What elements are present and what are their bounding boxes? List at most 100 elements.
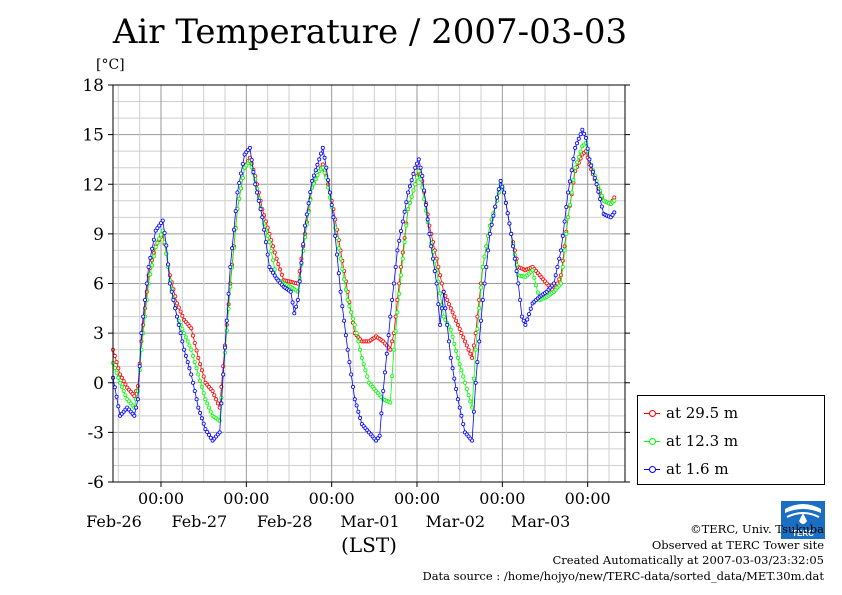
data-point <box>315 162 320 167</box>
data-point <box>457 362 462 367</box>
x-tick-time-label: 00:00 <box>479 489 525 508</box>
data-point <box>270 244 275 249</box>
data-point <box>441 289 446 294</box>
data-point <box>121 388 126 393</box>
data-point <box>402 240 407 245</box>
data-point <box>320 162 325 167</box>
data-point <box>471 343 476 348</box>
data-point <box>167 281 172 286</box>
data-point <box>390 297 395 302</box>
data-point <box>446 339 451 344</box>
data-point <box>455 322 460 327</box>
data-point <box>119 375 124 380</box>
data-point <box>116 375 121 380</box>
data-point <box>192 360 197 365</box>
data-point <box>320 145 325 150</box>
data-point <box>173 306 178 311</box>
data-point <box>575 141 580 146</box>
data-point <box>553 273 558 278</box>
data-point <box>530 268 535 273</box>
data-point <box>322 170 327 175</box>
series-line <box>112 128 615 442</box>
data-point <box>155 240 160 245</box>
data-point <box>420 173 425 178</box>
data-point <box>215 401 220 406</box>
data-point <box>580 127 585 132</box>
data-point <box>183 353 188 358</box>
legend-label: at 1.6 m <box>666 460 729 478</box>
data-point <box>498 178 503 183</box>
x-tick-date-label: Feb-26 <box>86 512 142 531</box>
data-point <box>230 246 235 251</box>
data-point <box>343 287 348 292</box>
data-point <box>196 355 201 360</box>
tick-labels: -6 -3 0 3 6 9 12 15 18 [°C] 00:00 Feb-26 00:00 Feb-27… <box>82 57 610 557</box>
data-point <box>564 204 569 209</box>
data-point <box>461 422 466 427</box>
data-point <box>201 421 206 426</box>
data-point <box>567 202 572 207</box>
data-point <box>345 297 350 302</box>
data-point <box>551 281 556 286</box>
data-point <box>612 210 617 215</box>
y-tick-label: 3 <box>93 324 104 344</box>
data-point <box>414 161 419 166</box>
data-point <box>237 180 242 185</box>
data-point <box>212 393 217 398</box>
data-point <box>523 322 528 327</box>
data-point <box>466 347 471 352</box>
data-point <box>477 306 482 311</box>
data-point <box>438 291 443 296</box>
data-point <box>270 270 275 275</box>
data-point <box>306 201 311 206</box>
data-point <box>272 250 277 255</box>
data-point <box>516 281 521 286</box>
data-point <box>279 272 284 277</box>
data-point <box>461 335 466 340</box>
data-point <box>612 198 617 203</box>
data-point <box>482 254 487 259</box>
data-point <box>416 168 421 173</box>
data-point <box>397 291 402 296</box>
data-point <box>596 189 601 194</box>
data-point <box>343 333 348 338</box>
data-point <box>486 248 491 253</box>
data-point <box>454 348 459 353</box>
data-point <box>566 215 571 220</box>
data-point <box>395 248 400 253</box>
data-point <box>320 165 325 170</box>
data-point <box>591 169 596 174</box>
data-point <box>208 435 213 440</box>
data-point <box>478 318 483 323</box>
data-point <box>361 362 366 367</box>
data-point <box>247 145 252 150</box>
data-point <box>557 256 562 261</box>
data-point <box>567 179 572 184</box>
data-point <box>528 306 533 311</box>
data-point <box>559 281 564 286</box>
data-point <box>150 263 155 268</box>
data-point <box>190 333 195 338</box>
data-point <box>290 300 295 305</box>
data-point <box>176 322 181 327</box>
data-point <box>457 405 462 410</box>
data-point <box>468 399 473 404</box>
data-point <box>141 314 146 319</box>
data-point <box>148 272 153 277</box>
data-point <box>208 409 213 414</box>
data-point <box>217 430 222 435</box>
data-point <box>183 335 188 340</box>
data-point <box>416 157 421 162</box>
data-point <box>475 326 480 331</box>
data-point <box>443 306 448 311</box>
data-point <box>576 154 581 159</box>
data-point <box>450 334 455 339</box>
data-point <box>400 256 405 261</box>
data-point <box>176 305 181 310</box>
data-point <box>459 331 464 336</box>
data-point <box>265 252 270 257</box>
data-point <box>422 188 427 193</box>
data-point <box>178 309 183 314</box>
data-point <box>144 281 149 286</box>
data-point <box>462 339 467 344</box>
